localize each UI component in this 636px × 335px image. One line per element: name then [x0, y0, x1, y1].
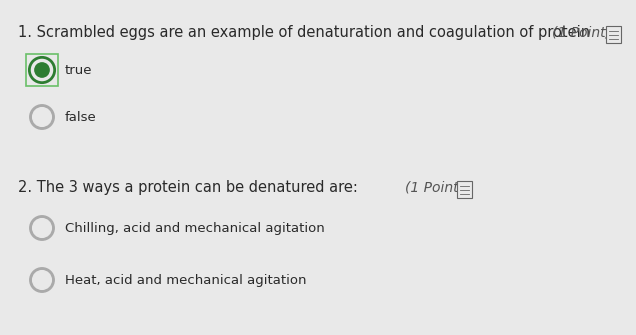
- Text: 1. Scrambled eggs are an example of denaturation and coagulation of protein: 1. Scrambled eggs are an example of dena…: [18, 25, 590, 40]
- Text: false: false: [65, 111, 97, 124]
- Circle shape: [32, 108, 52, 126]
- Text: Heat, acid and mechanical agitation: Heat, acid and mechanical agitation: [65, 274, 307, 287]
- Circle shape: [32, 271, 52, 289]
- Text: (1 Point): (1 Point): [552, 25, 611, 39]
- FancyBboxPatch shape: [606, 26, 621, 43]
- Circle shape: [35, 63, 49, 77]
- Circle shape: [30, 216, 54, 240]
- Text: 2. The 3 ways a protein can be denatured are:: 2. The 3 ways a protein can be denatured…: [18, 180, 358, 195]
- FancyBboxPatch shape: [457, 181, 472, 198]
- Circle shape: [30, 105, 54, 129]
- Text: (1 Point): (1 Point): [405, 180, 464, 194]
- Circle shape: [30, 268, 54, 292]
- Circle shape: [32, 219, 52, 238]
- Text: true: true: [65, 64, 92, 77]
- Text: Chilling, acid and mechanical agitation: Chilling, acid and mechanical agitation: [65, 222, 325, 235]
